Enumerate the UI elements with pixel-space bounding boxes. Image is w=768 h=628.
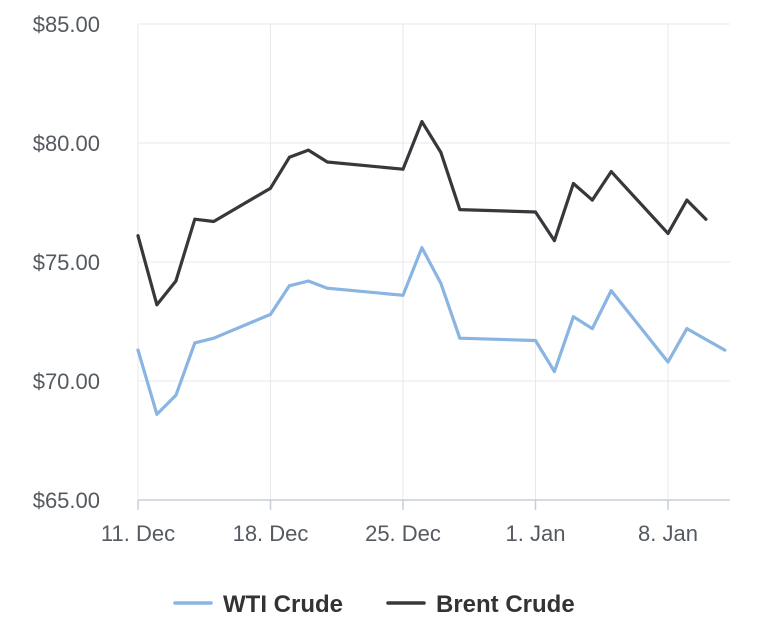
data-point[interactable] bbox=[439, 281, 443, 285]
data-point[interactable] bbox=[325, 160, 329, 164]
data-point[interactable] bbox=[666, 231, 670, 235]
data-point[interactable] bbox=[458, 208, 462, 212]
legend-label: WTI Crude bbox=[223, 591, 343, 618]
y-tick-label: $85.00 bbox=[33, 12, 100, 37]
legend-item[interactable]: Brent Crude bbox=[386, 591, 575, 618]
data-point[interactable] bbox=[325, 286, 329, 290]
data-point[interactable] bbox=[571, 315, 575, 319]
data-point[interactable] bbox=[590, 198, 594, 202]
y-tick-label: $75.00 bbox=[33, 250, 100, 275]
data-point[interactable] bbox=[269, 186, 272, 190]
data-point[interactable] bbox=[212, 336, 216, 340]
data-point[interactable] bbox=[552, 239, 556, 243]
data-point[interactable] bbox=[136, 234, 140, 238]
data-point[interactable] bbox=[439, 151, 443, 154]
legend-item[interactable]: WTI Crude bbox=[173, 591, 343, 618]
data-point[interactable] bbox=[723, 348, 727, 352]
data-point[interactable] bbox=[704, 217, 708, 221]
x-tick-label: 1. Jan bbox=[506, 521, 566, 546]
data-point[interactable] bbox=[420, 246, 424, 250]
data-point[interactable] bbox=[685, 327, 689, 331]
data-point[interactable] bbox=[287, 155, 291, 159]
y-tick-label: $80.00 bbox=[33, 131, 100, 156]
data-point[interactable] bbox=[155, 412, 159, 416]
data-point[interactable] bbox=[590, 327, 594, 331]
x-gridlines bbox=[137, 24, 669, 500]
data-point[interactable] bbox=[534, 339, 537, 342]
series-layer bbox=[136, 119, 727, 416]
x-tick-marks bbox=[137, 500, 669, 510]
data-point[interactable] bbox=[174, 393, 178, 397]
data-point[interactable] bbox=[174, 279, 178, 283]
legend-label: Brent Crude bbox=[436, 591, 575, 618]
x-tick-label: 25. Dec bbox=[365, 521, 441, 546]
data-point[interactable] bbox=[685, 198, 689, 202]
x-tick-label: 18. Dec bbox=[233, 521, 309, 546]
series-wti-crude bbox=[136, 246, 727, 416]
series-line[interactable] bbox=[136, 246, 727, 416]
data-point[interactable] bbox=[193, 341, 197, 345]
x-tick-label: 11. Dec bbox=[101, 521, 175, 546]
data-point[interactable] bbox=[666, 360, 670, 364]
data-point[interactable] bbox=[287, 284, 291, 288]
data-point[interactable] bbox=[609, 170, 613, 174]
data-point[interactable] bbox=[136, 348, 140, 352]
data-point[interactable] bbox=[269, 312, 272, 316]
data-point[interactable] bbox=[420, 120, 424, 124]
data-point[interactable] bbox=[571, 182, 575, 185]
y-tick-label: $70.00 bbox=[33, 369, 100, 394]
data-point[interactable] bbox=[458, 336, 462, 340]
data-point[interactable] bbox=[306, 148, 310, 152]
data-point[interactable] bbox=[401, 293, 405, 297]
x-axis-labels: 11. Dec 18. Dec 25. Dec 1. Jan 8. Jan bbox=[101, 521, 698, 546]
data-point[interactable] bbox=[552, 370, 556, 373]
series-line[interactable] bbox=[136, 119, 708, 307]
data-point[interactable] bbox=[155, 303, 159, 307]
data-point[interactable] bbox=[306, 279, 310, 283]
legend: WTI Crude Brent Crude bbox=[173, 591, 575, 618]
data-point[interactable] bbox=[193, 217, 197, 221]
y-tick-label: $65.00 bbox=[33, 488, 100, 513]
data-point[interactable] bbox=[212, 220, 216, 223]
series-brent-crude bbox=[136, 119, 708, 307]
y-axis-labels: $65.00 $70.00 $75.00 $80.00 $85.00 bbox=[33, 12, 100, 513]
data-point[interactable] bbox=[534, 210, 537, 214]
x-tick-label: 8. Jan bbox=[638, 521, 698, 546]
data-point[interactable] bbox=[609, 289, 613, 293]
data-point[interactable] bbox=[401, 167, 405, 171]
